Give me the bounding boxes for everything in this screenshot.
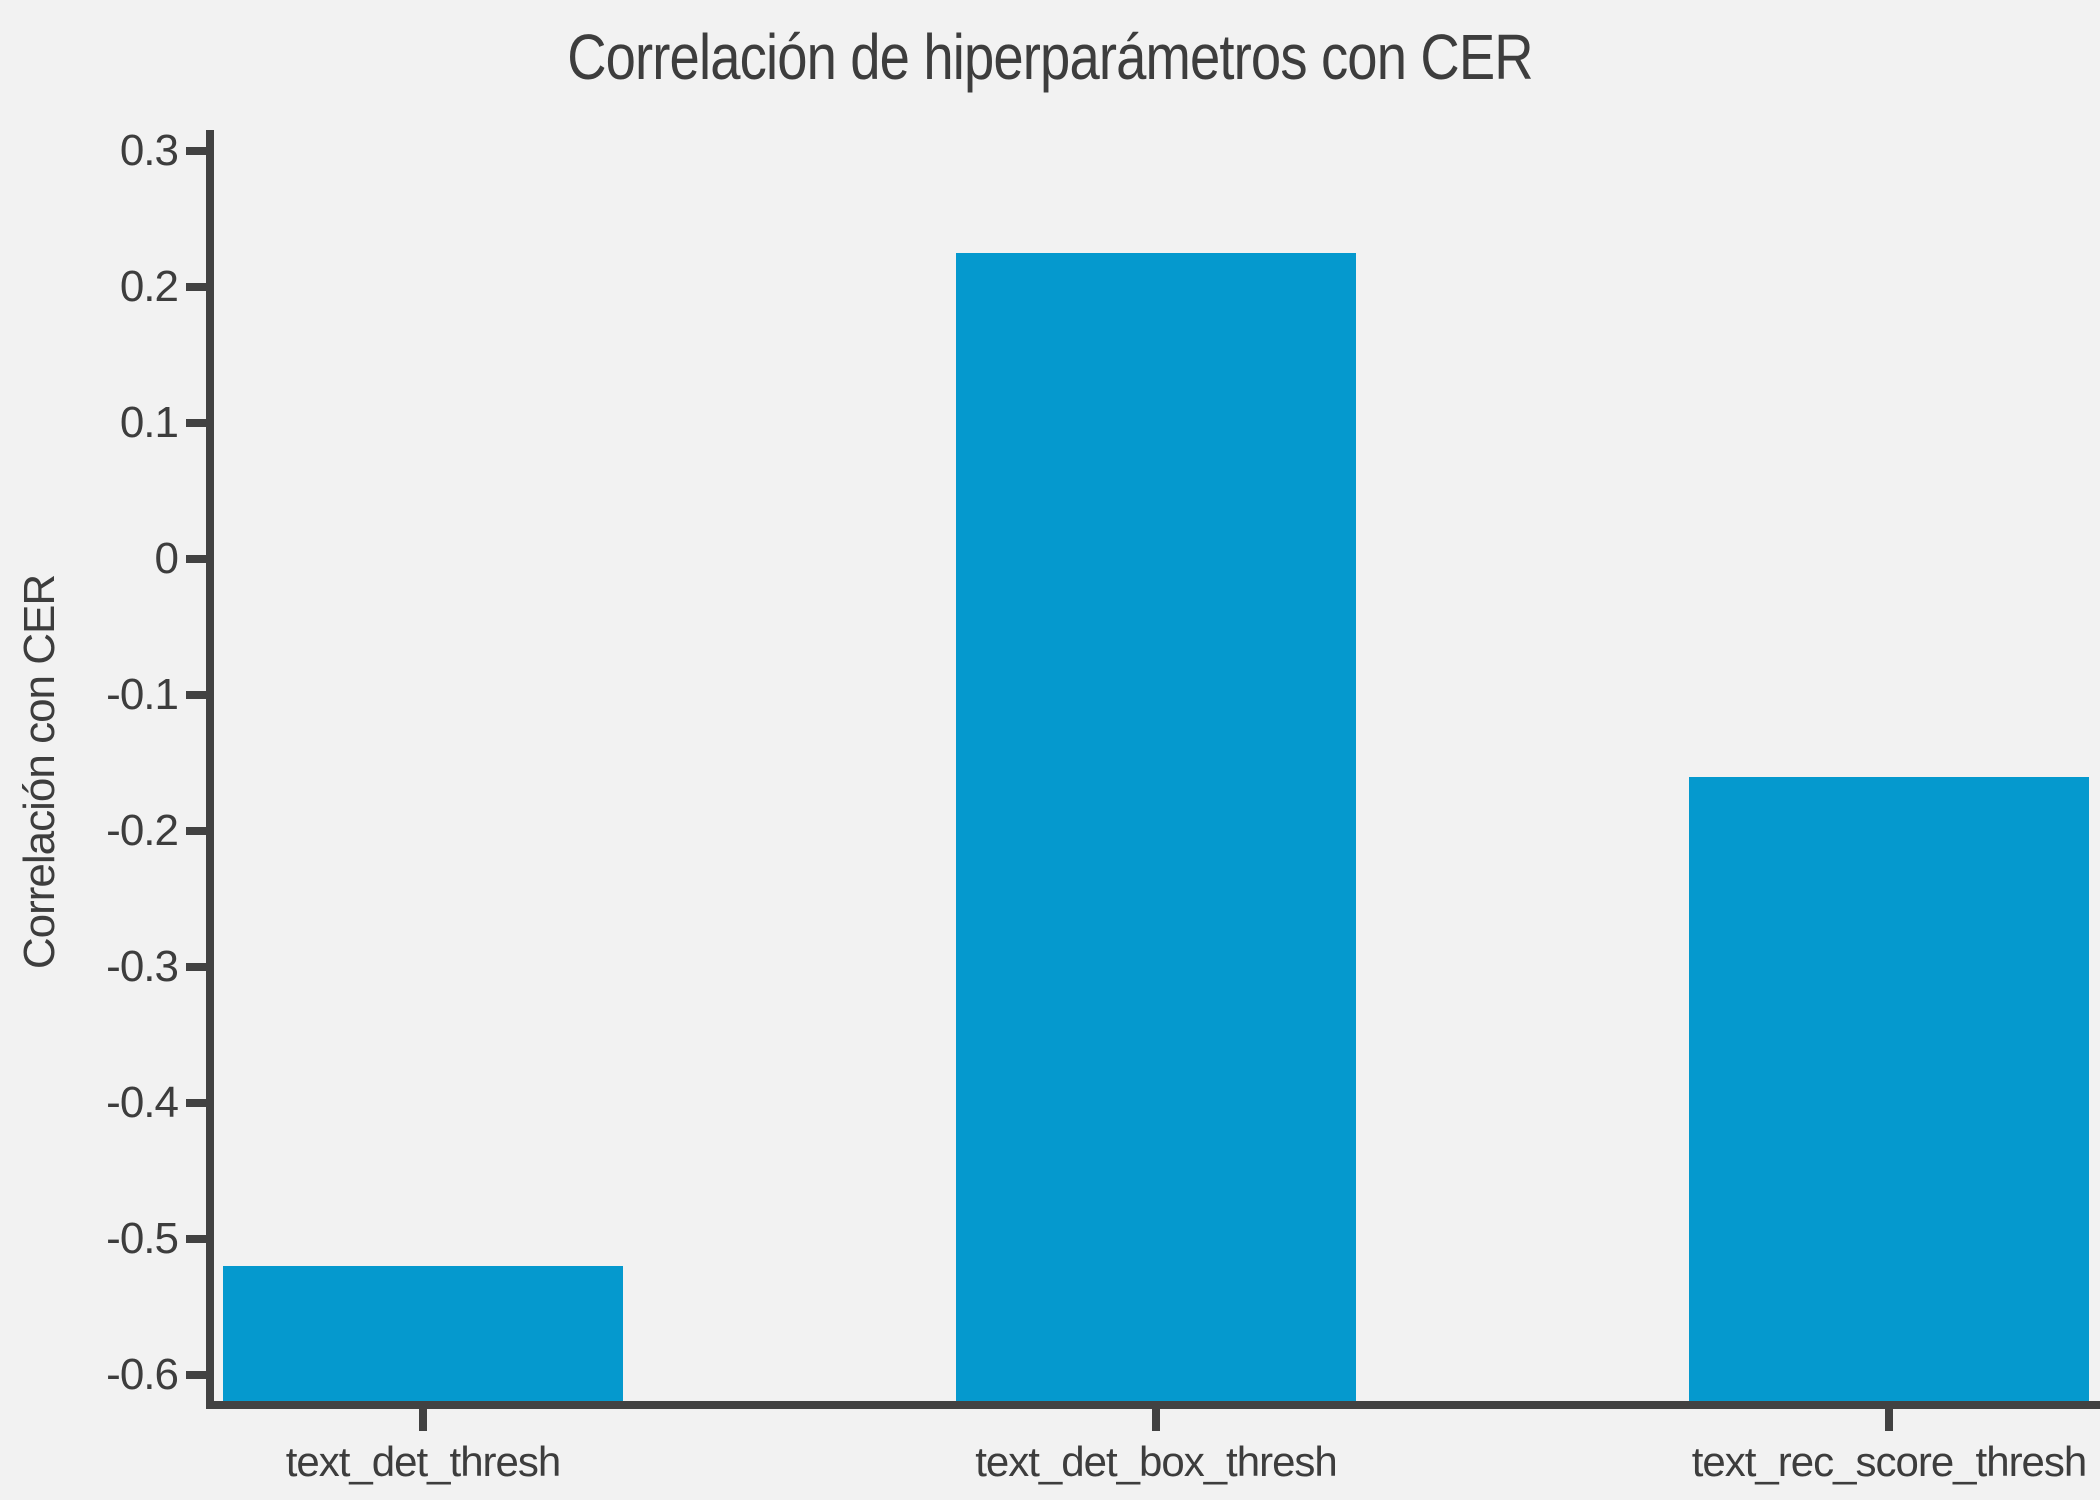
y-tick-mark (186, 555, 206, 564)
y-tick-mark (186, 283, 206, 292)
x-tick-mark (1152, 1409, 1160, 1431)
y-tick-label: -0.6 (106, 1350, 179, 1400)
y-tick-label: -0.3 (106, 942, 179, 992)
y-axis-spine (206, 130, 214, 1409)
x-tick-label: text_det_thresh (285, 1438, 562, 1485)
y-tick-label: -0.5 (106, 1214, 179, 1264)
chart-title: Correlación de hiperparámetros con CER (0, 20, 2100, 94)
x-axis-spine (206, 1401, 2100, 1409)
x-tick-mark (1885, 1409, 1893, 1431)
y-tick-label: 0.3 (119, 126, 179, 176)
y-tick-mark (186, 827, 206, 836)
y-tick-label: -0.1 (106, 670, 179, 720)
y-tick-mark (186, 1099, 206, 1108)
bar (223, 1266, 623, 1401)
y-tick-mark (186, 963, 206, 972)
y-tick-label: -0.2 (106, 806, 179, 856)
x-tick-label: text_rec_score_thresh (1691, 1438, 2088, 1485)
y-tick-mark (186, 691, 206, 700)
bar (1689, 776, 2089, 1401)
bar (956, 253, 1356, 1401)
y-tick-mark (186, 147, 206, 156)
y-tick-label: -0.4 (106, 1078, 179, 1128)
x-tick-label: text_det_box_thresh (975, 1438, 1338, 1485)
y-tick-mark (186, 1371, 206, 1380)
y-tick-label: 0.2 (119, 262, 179, 312)
chart-title-text: Correlación de hiperparámetros con CER (567, 21, 1533, 93)
y-tick-mark (186, 1235, 206, 1244)
y-tick-label: 0.1 (119, 398, 179, 448)
x-tick-mark (419, 1409, 427, 1431)
y-tick-label: 0 (154, 534, 179, 584)
y-axis-label: Correlación con CER (15, 574, 64, 970)
y-tick-mark (186, 419, 206, 428)
